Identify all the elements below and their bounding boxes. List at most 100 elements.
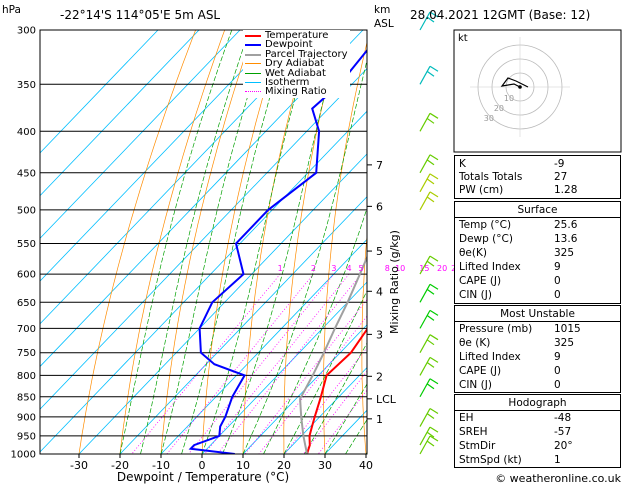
wind-barb-flag [429,356,439,363]
index-label: K [459,158,466,170]
isotherm-line [40,110,367,453]
wind-barb-flag [429,154,439,161]
surface-row: θe(K) 325 [459,247,616,259]
surface-value: 325 [554,247,575,259]
wind-barb-staff [419,435,431,455]
mixing-ratio-tick-label: 15 [419,264,429,273]
legend-label: Mixing Ratio [265,86,327,98]
isotherm-line [160,238,367,454]
wind-barb [419,112,439,132]
hodo-row: StmSpd (kt) 1 [459,454,616,466]
wind-barb-flag [426,339,435,346]
temperature-tick-label: 30 [318,459,332,472]
pressure-tick-label: 400 [17,127,36,138]
hodo-row: SREH -57 [459,426,616,438]
index-value: -9 [554,158,565,170]
pressure-tick-label: 600 [17,270,36,281]
wind-barb-staff [419,113,431,132]
wind-barb-flag [429,378,439,385]
pressure-tick-label: 550 [17,239,36,250]
wind-barb-staff [419,284,431,303]
hodo-value: -57 [554,426,572,438]
pressure-tick-label: 850 [17,392,36,403]
surface-row: Temp (°C) 25.6 [459,219,616,231]
wind-barb-flag [429,334,439,341]
isotherm-line [40,67,367,410]
series-line-temperature [306,327,367,454]
surface-label: CAPE (J) [459,275,502,287]
wind-barb [419,356,439,376]
hodograph-unit: kt [458,33,468,44]
surface-row: Dewp (°C) 13.6 [459,233,616,245]
legend-item: Parcel Trajectory [245,49,348,59]
mixing-ratio-line [166,273,314,454]
asl-label: ASL [374,18,394,30]
km-tick-label: 2 [376,370,383,383]
km-tick-label: 3 [376,328,383,341]
legend-label: Dewpoint [265,39,313,51]
pressure-tick-label: 900 [17,412,36,423]
wind-barb [419,334,439,353]
wind-barb-flag [426,117,435,124]
wind-barb-staff [419,173,431,193]
surface-title: Surface [517,204,558,216]
mu-row: Pressure (mb) 1015 [459,323,616,335]
legend-label: Wet Adiabat [265,67,326,79]
legend-item: Isotherm [245,77,348,89]
copyright-footer: © weatheronline.co.uk [495,472,621,485]
surface-box: Surface Temp (°C) 25.6 Dewp (°C) 13.6 θe(K… [454,201,621,304]
pressure-tick-label: 350 [17,80,36,91]
wind-barb-flag [426,440,435,447]
hodo-label: StmDir [459,440,496,452]
isotherm-line [201,281,367,454]
legend-label: Dry Adiabat [265,58,325,70]
surface-label: CIN (J) [459,289,492,301]
legend-item: Dewpoint [245,39,348,51]
mixing-ratio-line [131,273,281,454]
index-label: PW (cm) [459,184,504,196]
km-tick-label: 4 [376,285,383,298]
wind-barb-flag [426,159,435,166]
series-line-dewpoint [188,48,367,454]
wind-barb-flag [426,314,435,321]
wind-barb [419,173,439,193]
legend-swatch [245,53,261,56]
sounding-series [188,48,367,454]
mu-value: 1015 [554,323,581,335]
hodograph-indices-title: Hodograph [508,397,567,409]
index-value: 1.28 [554,184,578,196]
wind-barb-flag [429,173,439,180]
wind-barb-staff [419,378,431,398]
temperature-tick-label: 10 [236,459,250,472]
mixing-ratio-tick-label: 1 [278,264,283,273]
wind-barb [419,191,439,211]
mu-label: Lifted Index [459,351,521,363]
dry-adiabat-line [160,30,255,454]
pressure-tick-label: 650 [17,298,36,309]
hodograph-indices-box: Hodograph EH -48 SREH -57 StmDir 20° StmSpd… [454,394,621,468]
mixing-ratio-line [284,346,367,454]
location-title: -22°14'S 114°05'E 5m ASL [60,8,220,22]
wet-adiabat-line [304,342,367,454]
wind-barb [419,283,439,303]
index-value: 27 [554,171,568,183]
x-axis-label: Dewpoint / Temperature (°C) [117,470,289,484]
wind-barb-staff [419,154,431,174]
mu-value: 9 [554,351,561,363]
surface-label: Temp (°C) [459,219,512,231]
pressure-tick-label: 700 [17,324,36,335]
mixing-ratio-axis-label: Mixing Ratio (g/kg) [388,230,401,334]
legend-label: Isotherm [265,77,310,89]
wind-barb-flag [429,191,439,198]
wind-barb-flag [426,288,435,295]
mixing-ratio-lines [131,273,367,454]
temperature-tick-label: -20 [111,459,129,472]
legend-item: Temperature [245,31,348,41]
wind-barb [419,309,439,329]
hodograph-frame [453,29,622,153]
wind-barb-staff [419,408,431,427]
wind-barb-flag [429,283,439,290]
hodograph-ring-label: 20 [494,104,504,113]
hodograph-trace [500,77,529,88]
